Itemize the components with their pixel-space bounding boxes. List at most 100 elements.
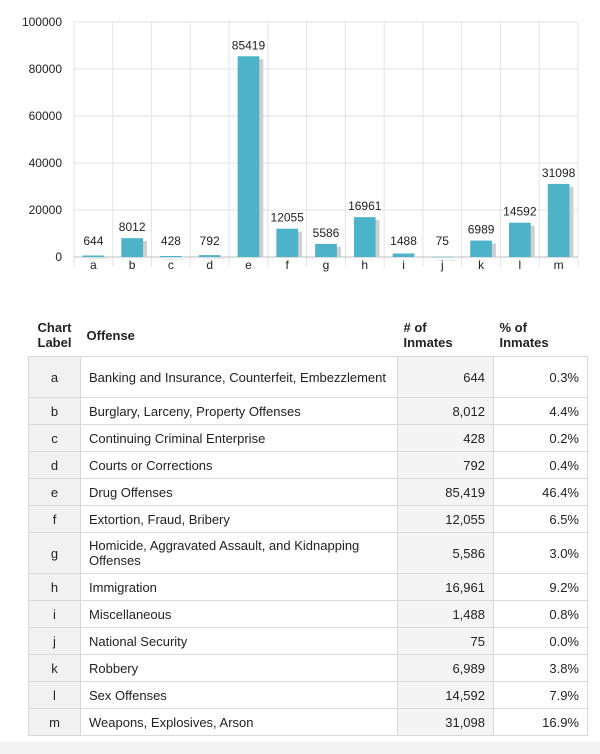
row-chart-label: i — [28, 600, 81, 628]
bar — [353, 217, 376, 257]
x-tick-label: l — [519, 258, 522, 272]
row-offense: Banking and Insurance, Counterfeit, Embe… — [80, 356, 398, 398]
table-row: m Weapons, Explosives, Arson 31,098 16.9% — [28, 708, 588, 736]
header-inmate-count: # of Inmates — [398, 318, 494, 357]
row-offense: Courts or Corrections — [80, 451, 398, 479]
offense-table-container: Chart Label Offense # of Inmates % of In… — [28, 318, 588, 736]
x-tick-label: b — [129, 258, 136, 272]
row-inmate-percent: 0.2% — [493, 424, 588, 452]
header-chart-label: Chart Label — [29, 318, 81, 357]
row-inmate-count: 85,419 — [397, 478, 494, 506]
offense-table: Chart Label Offense # of Inmates % of In… — [28, 318, 588, 736]
table-body: a Banking and Insurance, Counterfeit, Emb… — [28, 356, 588, 736]
data-label: 1488 — [390, 234, 417, 248]
bar — [547, 183, 570, 257]
y-tick-label: 80000 — [29, 62, 63, 76]
x-tick-label: k — [478, 258, 485, 272]
row-offense: Weapons, Explosives, Arson — [80, 708, 398, 736]
header-inmate-percent: % of Inmates — [494, 318, 588, 357]
table-row: f Extortion, Fraud, Bribery 12,055 6.5% — [28, 505, 588, 533]
row-offense: Robbery — [80, 654, 398, 682]
y-tick-label: 100000 — [22, 15, 62, 29]
bar — [392, 253, 415, 257]
row-inmate-percent: 3.8% — [493, 654, 588, 682]
table-row: b Burglary, Larceny, Property Offenses 8,0… — [28, 397, 588, 425]
header-chart-label-line2: Label — [37, 335, 72, 350]
row-inmate-count: 6,989 — [397, 654, 494, 682]
table-row: d Courts or Corrections 792 0.4% — [28, 451, 588, 479]
bar — [508, 222, 531, 257]
row-offense: Drug Offenses — [80, 478, 398, 506]
header-inmate-percent-line2: Inmates — [499, 335, 549, 350]
row-inmate-percent: 0.0% — [493, 627, 588, 655]
header-inmate-count-line2: Inmates — [403, 335, 453, 350]
data-label: 75 — [436, 234, 450, 248]
data-label: 8012 — [119, 220, 146, 234]
header-offense: Offense — [81, 318, 398, 357]
row-chart-label: k — [28, 654, 81, 682]
row-inmate-count: 16,961 — [397, 573, 494, 601]
row-inmate-percent: 0.3% — [493, 356, 588, 398]
row-offense: Homicide, Aggravated Assault, and Kidnap… — [80, 532, 398, 574]
table-row: c Continuing Criminal Enterprise 428 0.2% — [28, 424, 588, 452]
data-label: 428 — [161, 234, 181, 248]
row-inmate-count: 5,586 — [397, 532, 494, 574]
header-chart-label-line1: Chart — [37, 320, 72, 335]
y-tick-label: 0 — [55, 250, 62, 264]
x-tick-label: j — [440, 258, 444, 272]
data-label: 14592 — [503, 205, 537, 219]
bar — [198, 255, 221, 257]
row-offense: National Security — [80, 627, 398, 655]
row-chart-label: a — [28, 356, 81, 398]
row-chart-label: b — [28, 397, 81, 425]
row-inmate-count: 8,012 — [397, 397, 494, 425]
x-tick-label: g — [323, 258, 330, 272]
x-tick-label: f — [286, 258, 290, 272]
row-chart-label: e — [28, 478, 81, 506]
bar — [431, 256, 454, 258]
row-inmate-percent: 3.0% — [493, 532, 588, 574]
row-inmate-percent: 7.9% — [493, 681, 588, 709]
data-label: 85419 — [232, 38, 266, 52]
header-inmate-count-line1: # of — [403, 320, 427, 335]
row-chart-label: g — [28, 532, 81, 574]
row-inmate-percent: 6.5% — [493, 505, 588, 533]
row-inmate-count: 644 — [397, 356, 494, 398]
row-offense: Continuing Criminal Enterprise — [80, 424, 398, 452]
row-inmate-count: 75 — [397, 627, 494, 655]
data-label: 5586 — [313, 226, 340, 240]
header-inmate-percent-line1: % of — [499, 320, 527, 335]
y-tick-label: 40000 — [29, 156, 63, 170]
row-chart-label: h — [28, 573, 81, 601]
bar — [276, 228, 299, 257]
row-offense: Immigration — [80, 573, 398, 601]
row-offense: Miscellaneous — [80, 600, 398, 628]
bar-shadow — [202, 258, 225, 259]
x-tick-label: m — [554, 258, 564, 272]
row-inmate-count: 1,488 — [397, 600, 494, 628]
table-row: g Homicide, Aggravated Assault, and Kidna… — [28, 532, 588, 574]
x-tick-label: c — [168, 258, 174, 272]
table-row: l Sex Offenses 14,592 7.9% — [28, 681, 588, 709]
bar — [121, 238, 144, 257]
row-inmate-percent: 4.4% — [493, 397, 588, 425]
bar — [160, 255, 182, 257]
data-label: 31098 — [542, 166, 576, 180]
x-tick-label: e — [245, 258, 252, 272]
table-row: a Banking and Insurance, Counterfeit, Emb… — [28, 356, 588, 398]
row-inmate-count: 14,592 — [397, 681, 494, 709]
row-chart-label: j — [28, 627, 81, 655]
row-inmate-count: 428 — [397, 424, 494, 452]
row-inmate-percent: 16.9% — [493, 708, 588, 736]
table-row: j National Security 75 0.0% — [28, 627, 588, 655]
row-offense: Extortion, Fraud, Bribery — [80, 505, 398, 533]
bar — [237, 56, 260, 257]
bar — [470, 240, 492, 257]
x-tick-label: d — [206, 258, 213, 272]
table-row: e Drug Offenses 85,419 46.4% — [28, 478, 588, 506]
data-label: 6989 — [468, 223, 495, 237]
table-row: i Miscellaneous 1,488 0.8% — [28, 600, 588, 628]
data-label: 16961 — [348, 199, 382, 213]
bar — [315, 243, 337, 257]
row-inmate-percent: 9.2% — [493, 573, 588, 601]
